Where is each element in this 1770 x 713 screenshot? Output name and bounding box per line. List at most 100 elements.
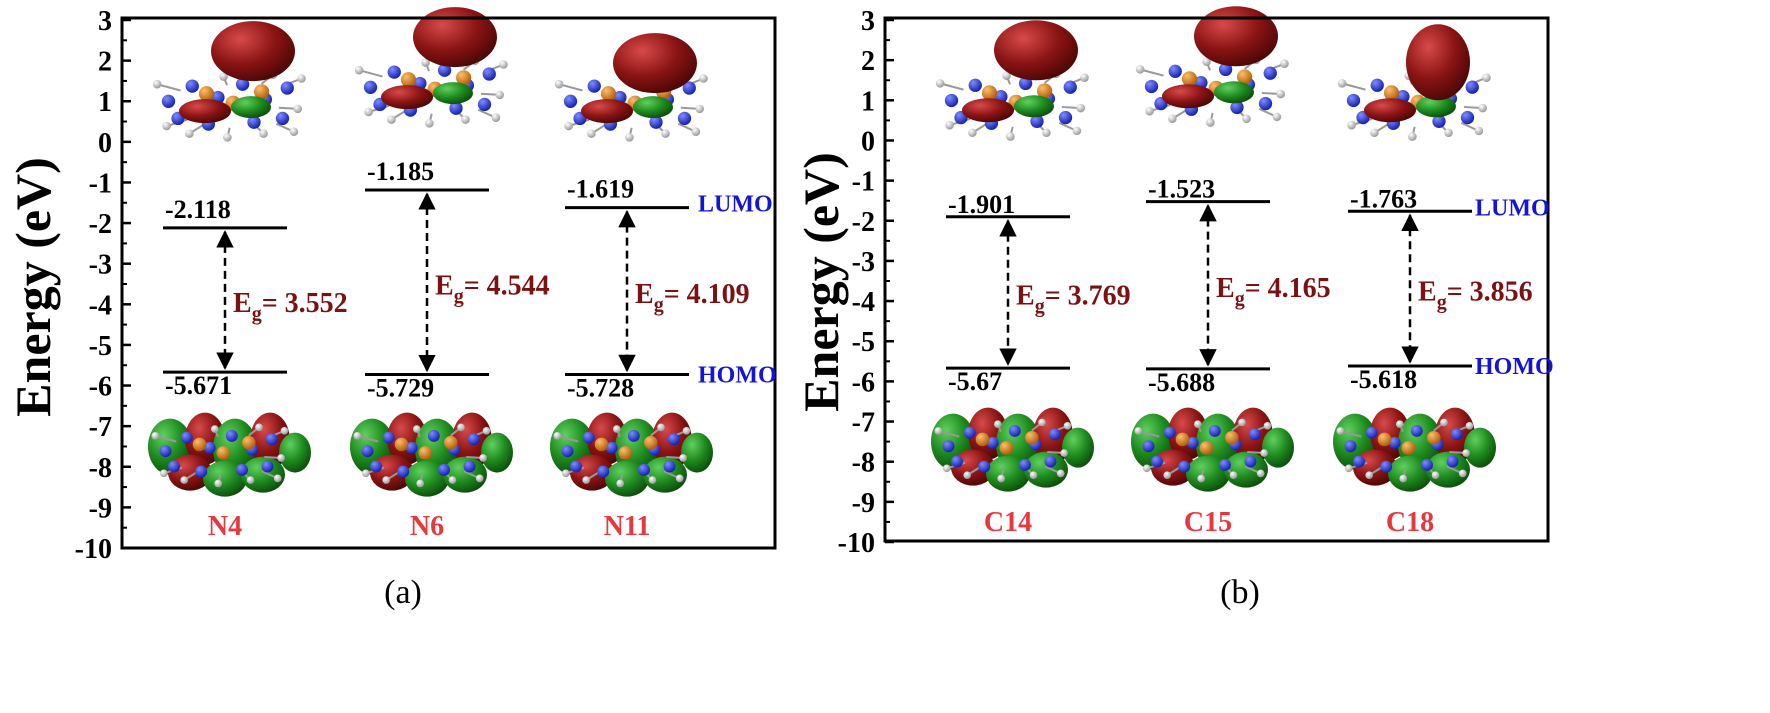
- panel-a: 3 2 1 0 -1 -2 -3 -4 -5 -6 -7 -8 -9 -10 Energy (eV) -2…: [5, 6, 777, 611]
- hydrogen-atom: [564, 121, 573, 131]
- y-tick-label: 2: [861, 46, 875, 77]
- y-axis: 3 2 1 0 -1 -2 -3 -4 -5 -6 -7 -8 -9 -10: [838, 6, 894, 559]
- nitrogen-atom: [587, 79, 601, 93]
- nitrogen-atom: [1446, 455, 1459, 468]
- nitrogen-atom: [203, 441, 216, 454]
- nitrogen-atom: [438, 463, 450, 476]
- nitrogen-atom: [663, 460, 676, 473]
- molecule-name: C14: [984, 507, 1032, 538]
- orbital-lobe-negative: [1426, 451, 1470, 488]
- hydrogen-atom: [1076, 103, 1085, 113]
- nitrogen-atom: [1142, 440, 1155, 453]
- hydrogen-atom: [648, 476, 657, 484]
- hydrogen-atom: [1080, 73, 1089, 82]
- hydrogen-atom: [162, 121, 171, 131]
- nitrogen-atom: [1019, 458, 1031, 471]
- orbital-lobe-positive: [613, 33, 697, 94]
- hydrogen-atom: [1399, 474, 1408, 483]
- hydrogen-atom: [273, 474, 282, 483]
- band-gap-label: Eg= 3.552: [233, 288, 348, 325]
- nitrogen-atom: [951, 455, 963, 468]
- nitrogen-atom: [180, 431, 193, 444]
- nitrogen-atom: [1063, 80, 1077, 94]
- molecule-name: C18: [1386, 507, 1434, 538]
- orbital-lobe-negative: [1224, 451, 1268, 488]
- orbital-lobe-positive: [1194, 6, 1278, 67]
- nitrogen-atom: [1346, 93, 1361, 108]
- y-axis: 3 2 1 0 -1 -2 -3 -4 -5 -6 -7 -8 -9 -10: [75, 6, 131, 565]
- nitrogen-atom: [1380, 460, 1393, 473]
- phosphorus-atom: [394, 437, 409, 452]
- band-gap-label: Eg= 4.165: [1216, 273, 1331, 310]
- nitrogen-atom: [682, 81, 696, 95]
- y-tick-label: 1: [861, 86, 875, 117]
- nitrogen-atom: [1018, 76, 1033, 91]
- nitrogen-atom: [1353, 455, 1365, 468]
- hydrogen-atom: [425, 119, 434, 128]
- phosphorus-atom: [1199, 441, 1214, 455]
- nitrogen-atom: [159, 445, 172, 458]
- nitrogen-atom: [1365, 426, 1378, 439]
- nitrogen-atom: [1178, 460, 1191, 473]
- phosphorus-atom: [975, 432, 990, 447]
- phosphorus-atom: [1383, 85, 1400, 101]
- nitrogen-atom: [1460, 110, 1475, 125]
- nitrogen-atom: [427, 429, 440, 442]
- lumo-value-label: -1.185: [367, 157, 434, 186]
- nitrogen-atom: [561, 445, 574, 458]
- homo-value-label: -5.671: [165, 371, 232, 400]
- hydrogen-atom: [616, 479, 625, 488]
- nitrogen-atom: [449, 101, 463, 115]
- phosphorus-atom: [1175, 432, 1190, 447]
- lumo-value-label: -1.901: [948, 190, 1015, 219]
- hydrogen-atom: [151, 432, 160, 440]
- hydrogen-atom: [1347, 120, 1356, 130]
- orbital-lobe-positive: [581, 99, 633, 124]
- orbital-lobe-positive: [179, 99, 231, 124]
- hydrogen-atom: [297, 74, 306, 83]
- molecule-model: [1135, 55, 1289, 127]
- orbital-lobe-positive: [1162, 84, 1214, 109]
- hydrogen-atom: [1280, 59, 1289, 68]
- nitrogen-atom: [437, 63, 452, 77]
- nitrogen-atom: [235, 77, 250, 91]
- hydrogen-atom: [993, 420, 1002, 428]
- band-gap-label: Eg= 3.769: [1016, 280, 1131, 317]
- hydrogen-atom: [1193, 420, 1202, 428]
- hydrogen-atom: [1006, 132, 1015, 141]
- nitrogen-atom: [467, 433, 480, 446]
- nitrogen-atom: [563, 94, 578, 108]
- phosphorus-atom: [999, 441, 1014, 455]
- molecule-model: [151, 423, 289, 488]
- hydrogen-atom: [475, 474, 484, 483]
- hydrogen-atom: [1370, 128, 1379, 138]
- plot-frame: [883, 16, 1550, 543]
- system-c14: -1.901 -5.67 Eg= 3.769 C14: [946, 190, 1131, 538]
- nitrogen-atom: [968, 78, 982, 92]
- nitrogen-atom: [1030, 114, 1044, 129]
- y-tick-label: -9: [89, 493, 112, 524]
- hydrogen-atom: [695, 104, 704, 114]
- nitrogen-atom: [382, 431, 395, 444]
- orbital-lobe-positive: [413, 7, 497, 68]
- molecule-model: [935, 69, 1089, 141]
- molecule-name: N4: [208, 511, 242, 542]
- phosphorus-atom: [600, 86, 617, 102]
- orbital-lobe-negative: [481, 432, 513, 473]
- orbital-lobe-positive: [962, 98, 1014, 123]
- hydrogen-atom: [1431, 471, 1440, 479]
- nitrogen-atom: [1168, 64, 1182, 78]
- hydrogen-atom: [945, 120, 954, 130]
- orbital-lobe-negative: [203, 460, 247, 497]
- hydrogen-atom: [561, 469, 570, 478]
- homo-tag: HOMO: [698, 362, 777, 388]
- nitrogen-atom: [261, 460, 274, 473]
- orbital-lobe-negative: [1062, 427, 1094, 468]
- system-c18: -1.763 -5.618 Eg= 3.856 C18: [1348, 184, 1533, 538]
- orbital-lobe-negative: [241, 456, 285, 493]
- y-tick-label: -2: [852, 207, 875, 238]
- hydrogen-atom: [587, 129, 596, 138]
- hydrogen-atom: [934, 427, 943, 435]
- phosphorus-atom: [1377, 432, 1392, 447]
- nitrogen-atom: [1432, 114, 1446, 129]
